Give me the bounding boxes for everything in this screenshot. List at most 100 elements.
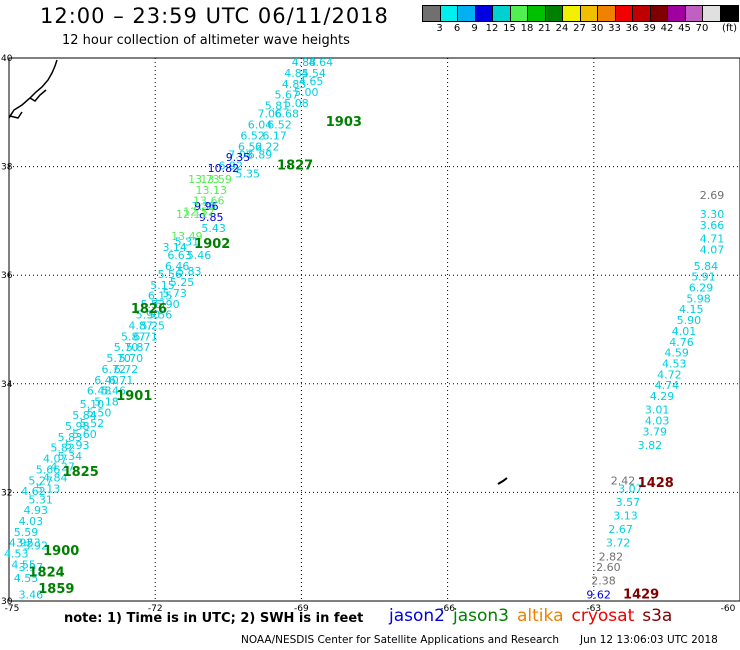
wave-height-value: 12.52 [183, 205, 215, 218]
wave-height-value: 4.71 [700, 233, 725, 246]
legend-label: 21 [538, 23, 551, 34]
wave-height-value: 5.83 [177, 265, 202, 278]
wave-height-value: 2.82 [599, 550, 624, 563]
wave-height-value: 5.43 [201, 222, 226, 235]
wave-height-value: 5.00 [294, 86, 319, 99]
legend-swatch [423, 6, 441, 21]
legend-label: 33 [608, 23, 621, 34]
legend-label: 42 [660, 23, 674, 34]
wave-height-value: 5.35 [236, 167, 261, 180]
wave-height-value: 3.46 [19, 588, 44, 601]
wave-height-value: 5.10 [80, 398, 105, 411]
wave-height-value: 4.59 [664, 347, 689, 360]
wave-height-value: 4.07 [43, 453, 68, 466]
wave-height-value: 2.38 [591, 575, 616, 588]
legend-swatch [650, 6, 668, 21]
legend-swatch [615, 6, 633, 21]
wave-height-value: 6.22 [255, 140, 280, 153]
legend-label: 30 [590, 23, 604, 34]
pass-time-label: 1428 [638, 476, 674, 491]
map-frame [8, 57, 740, 602]
wave-height-value: 13.49 [171, 230, 203, 243]
wave-height-value: 5.91 [691, 271, 716, 284]
wave-height-value: 4.53 [662, 358, 687, 371]
wave-height-value: 5.31 [28, 493, 53, 506]
legend-label: 39 [643, 23, 656, 34]
wave-height-value: 3.53 [16, 537, 41, 550]
legend-label: 45 [678, 23, 691, 34]
color-legend-labels: 3 6 9 12 15 18 21 24 27 30 33 36 39 42 45 70 (ft) [422, 23, 740, 35]
sat-altika: altika [517, 606, 564, 626]
wave-height-value: 4.54 [301, 67, 326, 80]
wave-height-value: 6.46 [165, 260, 190, 273]
wave-height-value: 3.66 [700, 219, 725, 232]
wave-height-value: 6.63 [167, 249, 192, 262]
wave-height-value: 5.46 [102, 385, 127, 398]
wave-height-value: 5.56 [158, 268, 183, 281]
legend-label: (ft) [721, 23, 738, 34]
credit-line: NOAA/NESDIS Center for Satellite Applica… [241, 634, 559, 646]
wave-height-value: 7.06 [257, 108, 282, 121]
wave-height-value: 10.82 [208, 162, 240, 175]
wave-height-value: 13.73 [188, 173, 220, 186]
wave-height-value: 6.15 [148, 290, 173, 303]
wave-height-value: 3.07 [618, 482, 643, 495]
legend-label: 18 [520, 23, 534, 34]
legend-swatch [685, 6, 703, 21]
wave-height-value: 5.82 [50, 442, 75, 455]
wave-height-value: 5.70 [106, 352, 131, 365]
lon-tick-label: -66 [440, 604, 455, 614]
wave-height-value: 5.08 [284, 97, 309, 110]
lat-tick-label: 34 [1, 380, 13, 390]
wave-height-value: 5.90 [677, 314, 702, 327]
lon-tick-label: -75 [5, 604, 20, 614]
wave-height-value: 3.82 [638, 439, 663, 452]
coastline-northeast [8, 59, 58, 119]
wave-height-value: 5.70 [114, 341, 139, 354]
wave-height-value: 5.56 [148, 309, 173, 322]
wave-height-value: 4.55 [14, 572, 39, 585]
pass-time-label: 1826 [131, 302, 167, 317]
wave-height-value: 3.30 [700, 208, 725, 221]
wave-height-value: 4.01 [672, 325, 697, 338]
legend-label: 70 [695, 23, 709, 34]
pass-time-label: 1859 [38, 582, 74, 597]
wave-height-value: 5.15 [150, 279, 175, 292]
wave-height-value: 13.66 [193, 195, 225, 208]
wave-height-value: 13.59 [200, 173, 232, 186]
legend-swatch [668, 6, 686, 21]
wave-height-value: 4.27 [50, 461, 75, 474]
wave-height-value: 9.62 [586, 588, 611, 601]
pass-time-label: 1827 [277, 158, 313, 173]
wave-height-value: 6.52 [238, 140, 263, 153]
wave-height-value: 6.52 [267, 119, 292, 132]
legend-label: 15 [503, 23, 516, 34]
wave-height-value: 4.07 [700, 243, 725, 256]
wave-height-value: 4.03 [645, 415, 670, 428]
sat-jason2: jason2 [389, 606, 445, 626]
legend-swatch [440, 6, 458, 21]
wave-height-value: 5.13 [36, 482, 61, 495]
legend-label: 3 [436, 23, 443, 34]
coastline [8, 59, 508, 485]
wave-height-value: 6.92 [218, 159, 243, 172]
lon-tick-label: -60 [721, 604, 736, 614]
wave-height-value: 5.84 [694, 260, 719, 273]
wave-height-value: 5.81 [265, 100, 290, 113]
wave-height-value: 4.03 [19, 515, 44, 528]
wave-height-value: 5.31 [175, 235, 200, 248]
generated-timestamp: Jun 12 13:06:03 UTC 2018 [580, 634, 718, 646]
sat-cryosat: cryosat [571, 606, 635, 626]
legend-label: 24 [555, 23, 569, 34]
wave-height-value: 4.15 [679, 303, 704, 316]
legend-label: 12 [485, 23, 499, 34]
wave-height-value: 5.46 [187, 249, 212, 262]
legend-swatch [545, 6, 563, 21]
bermuda-island [497, 477, 508, 485]
wave-height-value: 6.48 [87, 385, 112, 398]
lat-tick-label: 36 [1, 271, 13, 281]
wave-height-value: 5.83 [58, 431, 83, 444]
wave-height-value: 5.18 [94, 396, 119, 409]
wave-height-value: 2.42 [611, 474, 636, 487]
